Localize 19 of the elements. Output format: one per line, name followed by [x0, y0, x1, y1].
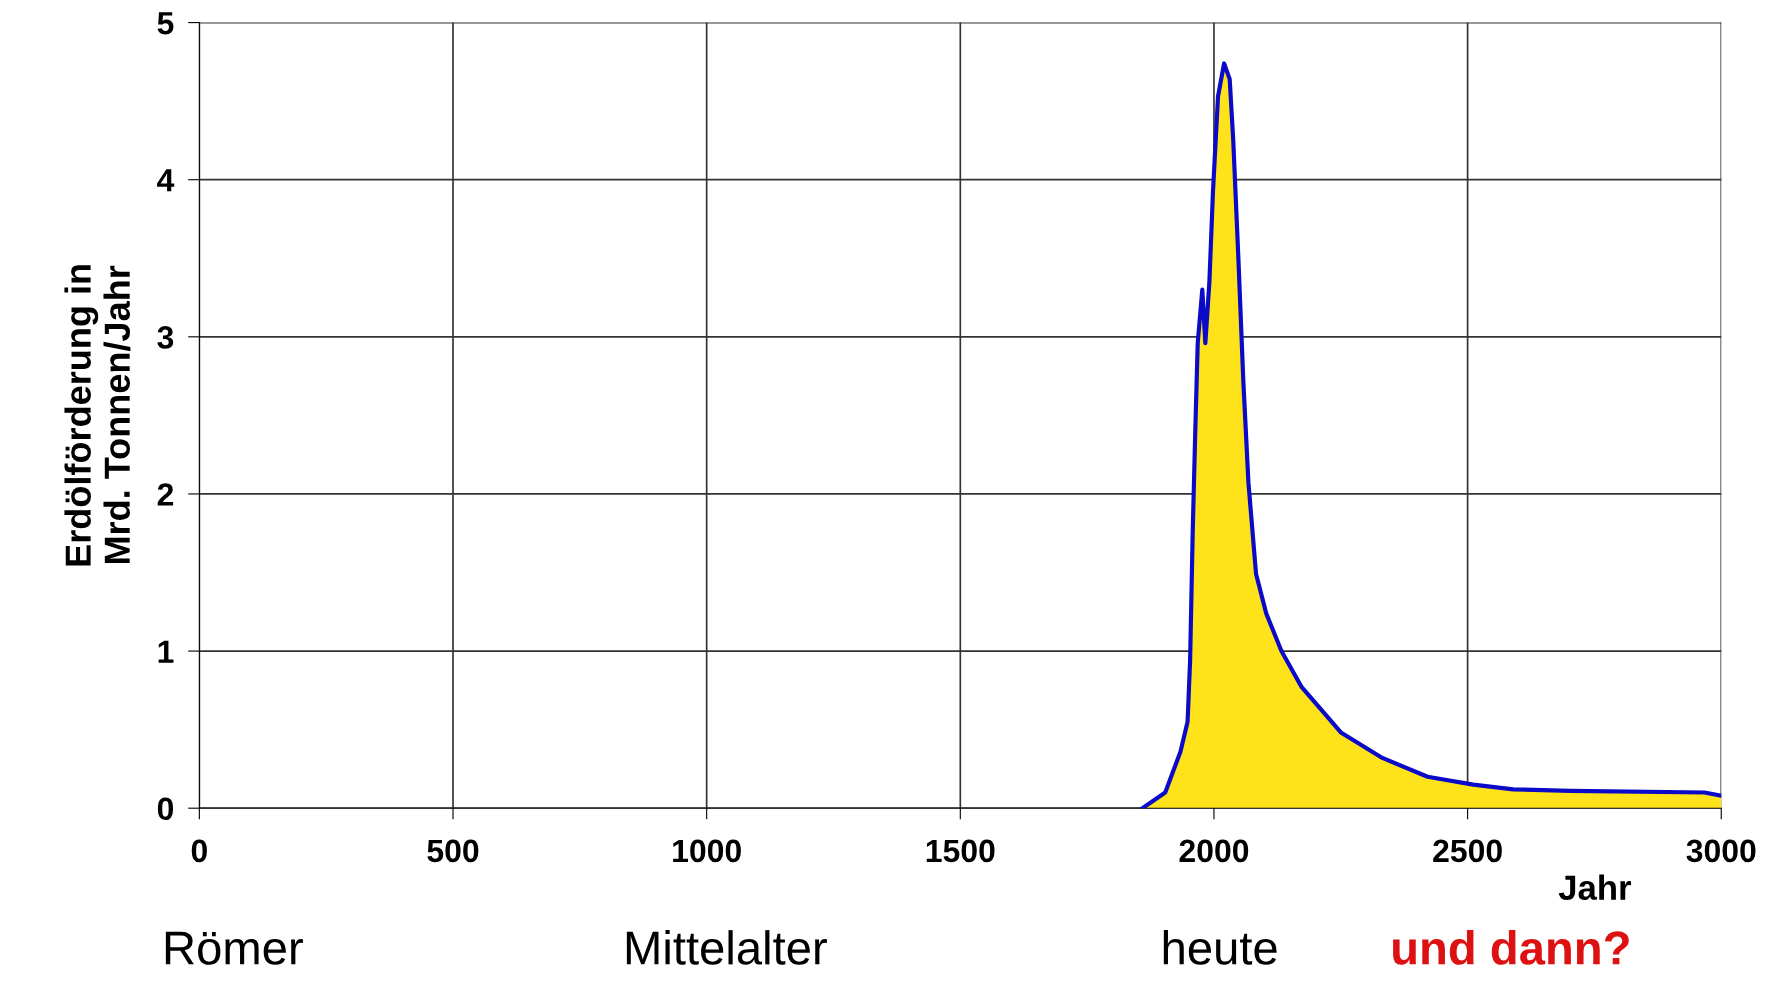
x-tick-label: 2000 — [1179, 839, 1249, 863]
x-tick-label: 2500 — [1433, 839, 1502, 863]
text: Römer — [165, 931, 303, 965]
x-tick-label: 500 — [427, 839, 479, 863]
y-axis-title: Erdölförderung in Mrd. Tonnen/Jahr — [64, 265, 131, 566]
x-axis-title: Jahr — [1558, 874, 1632, 900]
y-tick-label: 4 — [157, 169, 175, 192]
text: heute — [1163, 930, 1277, 965]
y-tick-label: 1 — [158, 640, 174, 663]
x-tick-label: 1500 — [926, 839, 995, 863]
x-tick-label: 3000 — [1686, 839, 1756, 863]
x-tick-label: 1000 — [673, 839, 741, 863]
y-tick-label: 3 — [157, 326, 174, 349]
y-tick-label: 5 — [157, 12, 174, 35]
text: und dann? — [1393, 930, 1629, 965]
y-tick-label: 2 — [157, 483, 174, 506]
y-tick-label: 0 — [157, 797, 174, 821]
text: Mittelalter — [626, 930, 827, 965]
x-tick-label: 0 — [191, 839, 207, 863]
